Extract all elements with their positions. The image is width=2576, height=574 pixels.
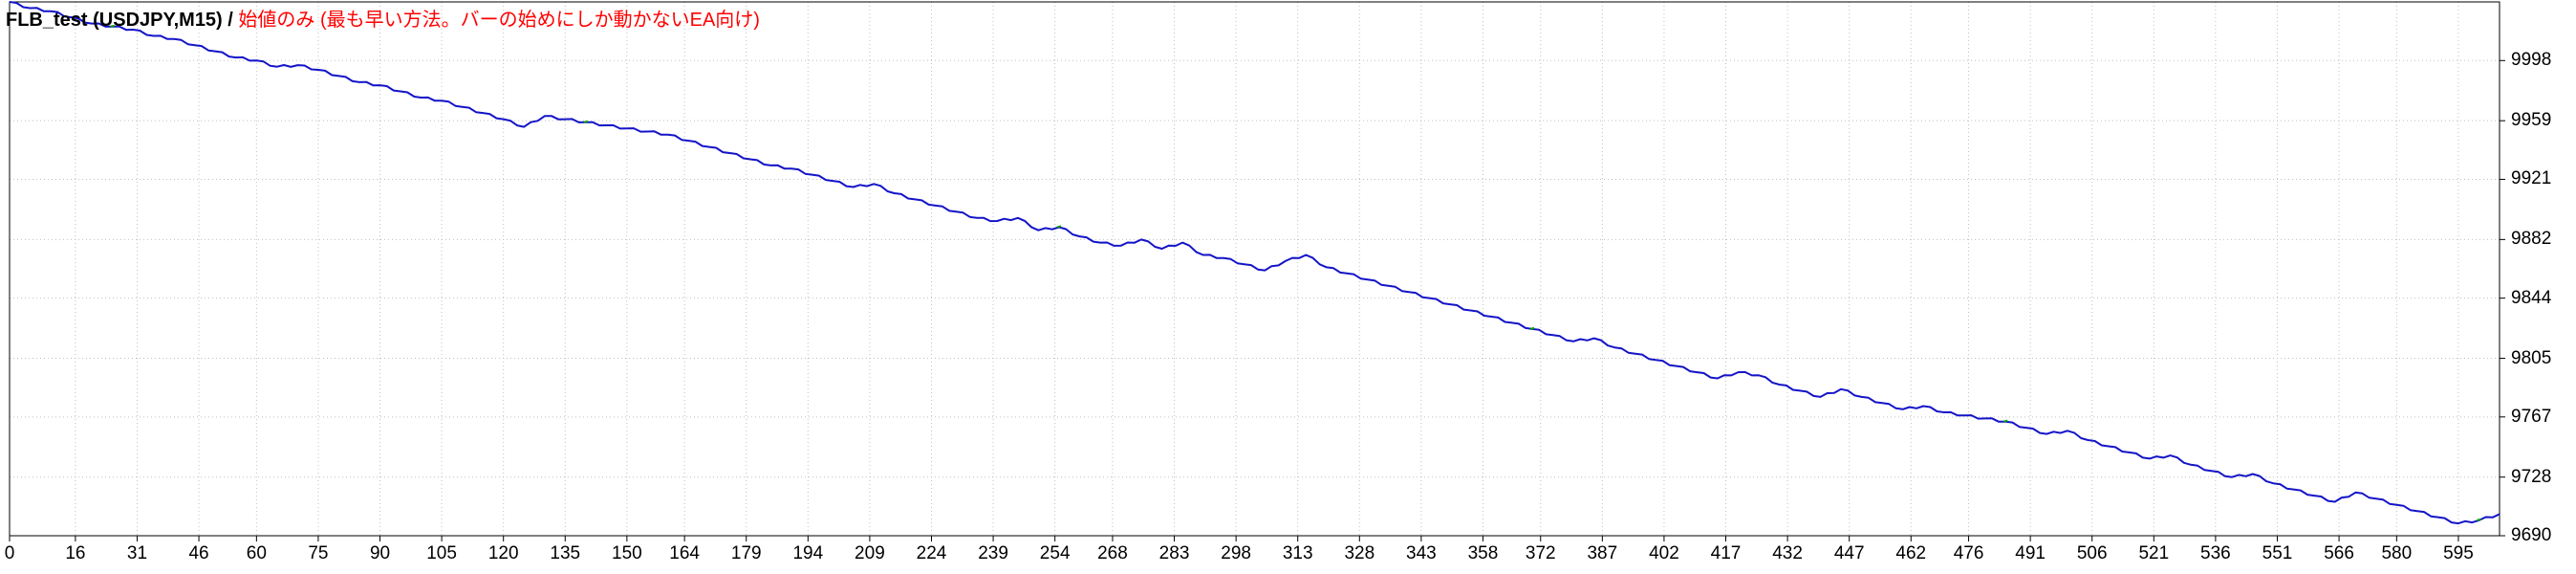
x-tick-label: 31	[127, 543, 147, 564]
x-tick-label: 60	[247, 543, 267, 564]
y-tick-label: 9959	[2511, 110, 2551, 131]
x-tick-label: 417	[1711, 543, 1742, 564]
trade-marker	[2477, 519, 2480, 520]
x-tick-label: 521	[2138, 543, 2169, 564]
x-tick-label: 328	[1344, 543, 1375, 564]
x-tick-label: 343	[1406, 543, 1437, 564]
y-tick-label: 9767	[2511, 407, 2551, 428]
plot-svg	[0, 0, 2576, 574]
x-tick-label: 491	[2015, 543, 2046, 564]
x-tick-label: 462	[1895, 543, 1926, 564]
x-tick-label: 16	[65, 543, 85, 564]
trade-marker	[1057, 226, 1061, 227]
y-tick-label: 9805	[2511, 348, 2551, 369]
x-tick-label: 239	[978, 543, 1008, 564]
x-tick-label: 402	[1649, 543, 1679, 564]
x-tick-label: 580	[2381, 543, 2412, 564]
x-tick-label: 0	[5, 543, 15, 564]
x-tick-label: 150	[612, 543, 642, 564]
x-tick-label: 268	[1097, 543, 1128, 564]
x-tick-label: 313	[1283, 543, 1313, 564]
y-tick-label: 9998	[2511, 50, 2551, 71]
equity-line	[10, 2, 2500, 523]
trade-marker	[584, 121, 588, 122]
equity-chart: FLB_test (USDJPY,M15) / 始値のみ (最も早い方法。バーの…	[0, 0, 2576, 574]
title-separator: /	[223, 10, 239, 31]
x-tick-label: 164	[669, 543, 700, 564]
x-tick-label: 120	[488, 543, 519, 564]
x-tick-label: 105	[426, 543, 457, 564]
x-tick-label: 358	[1468, 543, 1499, 564]
x-tick-label: 75	[308, 543, 328, 564]
trade-marker	[1530, 328, 1534, 329]
y-tick-label: 9844	[2511, 288, 2551, 309]
chart-title: FLB_test (USDJPY,M15) / 始値のみ (最も早い方法。バーの…	[6, 4, 760, 32]
x-tick-label: 209	[855, 543, 885, 564]
y-tick-label: 9921	[2511, 168, 2551, 189]
x-tick-label: 90	[370, 543, 390, 564]
title-main: FLB_test (USDJPY,M15)	[6, 10, 223, 31]
x-tick-label: 46	[188, 543, 208, 564]
x-tick-label: 536	[2200, 543, 2231, 564]
y-tick-label: 9690	[2511, 525, 2551, 546]
x-tick-label: 432	[1772, 543, 1803, 564]
title-sub: 始値のみ (最も早い方法。バーの始めにしか動かないEA向け)	[238, 10, 760, 31]
x-tick-label: 387	[1587, 543, 1617, 564]
x-tick-label: 179	[731, 543, 762, 564]
x-tick-label: 224	[917, 543, 947, 564]
x-tick-label: 135	[550, 543, 580, 564]
x-tick-label: 194	[792, 543, 823, 564]
x-tick-label: 372	[1526, 543, 1556, 564]
x-tick-label: 551	[2262, 543, 2293, 564]
x-tick-label: 595	[2443, 543, 2474, 564]
x-tick-label: 506	[2077, 543, 2108, 564]
x-tick-label: 447	[1834, 543, 1865, 564]
trade-marker	[2003, 421, 2007, 422]
x-tick-label: 283	[1159, 543, 1190, 564]
x-tick-label: 566	[2324, 543, 2354, 564]
y-tick-label: 9728	[2511, 467, 2551, 488]
x-tick-label: 476	[1954, 543, 1984, 564]
plot-frame	[10, 2, 2500, 536]
y-tick-label: 9882	[2511, 229, 2551, 250]
x-tick-label: 254	[1040, 543, 1071, 564]
x-tick-label: 298	[1221, 543, 1251, 564]
